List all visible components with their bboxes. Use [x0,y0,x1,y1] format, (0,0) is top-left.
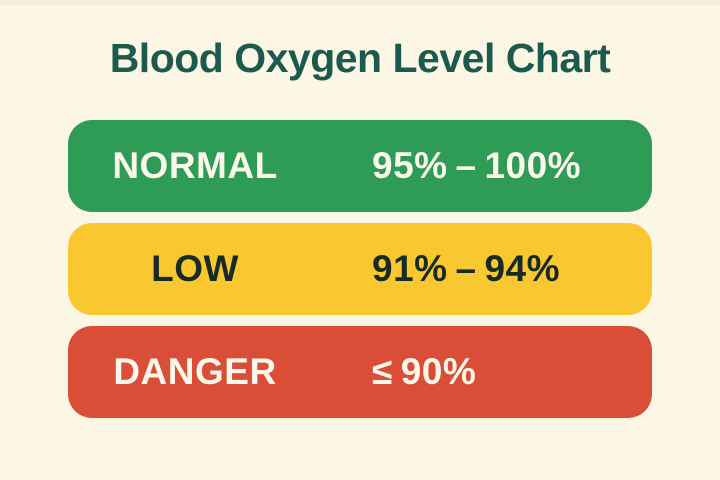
row-normal: NORMAL 95% – 100% [68,120,652,212]
top-edge-shade [0,0,720,5]
level-range-normal: 95% – 100% [372,145,582,186]
row-low: LOW 91% – 94% [68,223,652,315]
page-title: Blood Oxygen Level Chart [109,35,611,81]
level-label-normal: NORMAL [112,145,278,186]
level-rows: NORMAL 95% – 100% LOW 91% – 94% DANGER ≤… [68,120,652,429]
level-label-low: LOW [151,248,239,289]
level-range-danger: ≤ 90% [372,351,477,392]
row-danger: DANGER ≤ 90% [68,326,652,418]
level-label-danger: DANGER [113,351,277,392]
level-range-low: 91% – 94% [372,248,561,289]
